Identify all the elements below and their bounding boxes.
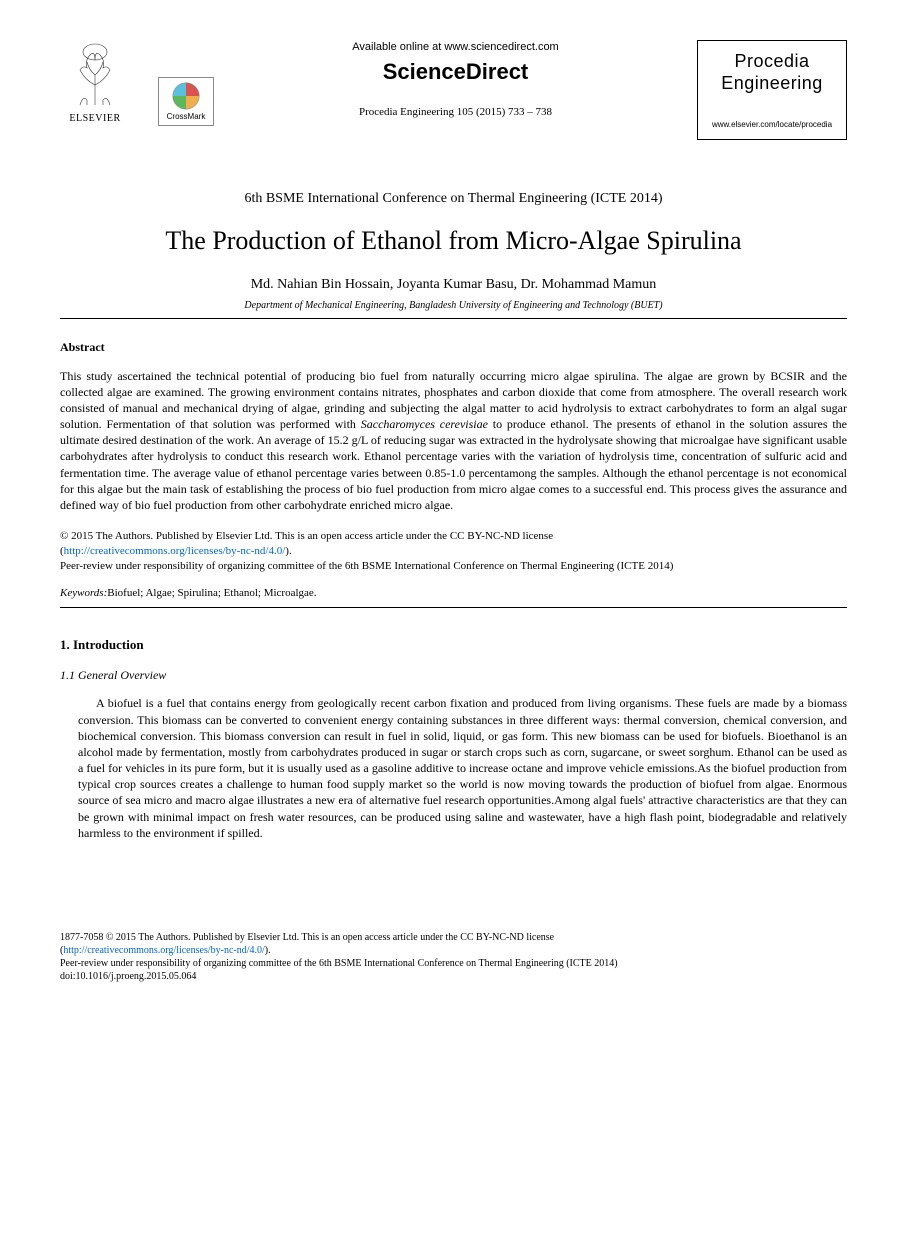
header-center: Available online at www.sciencedirect.co… — [214, 40, 697, 119]
rule-after-keywords — [60, 607, 847, 608]
journal-name-2: Engineering — [721, 73, 823, 93]
abstract-heading: Abstract — [60, 339, 847, 355]
article-title: The Production of Ethanol from Micro-Alg… — [60, 223, 847, 258]
copyright-line2: Peer-review under responsibility of orga… — [60, 559, 847, 574]
crossmark-badge[interactable]: CrossMark — [158, 77, 214, 126]
rule-top — [60, 318, 847, 319]
crossmark-icon — [172, 82, 200, 110]
copyright-license: (http://creativecommons.org/licenses/by-… — [60, 544, 847, 559]
footer-license: (http://creativecommons.org/licenses/by-… — [60, 944, 847, 957]
journal-box: Procedia Engineering www.elsevier.com/lo… — [697, 40, 847, 140]
citation-line: Procedia Engineering 105 (2015) 733 – 73… — [234, 105, 677, 120]
intro-heading: 1. Introduction — [60, 636, 847, 654]
journal-url: www.elsevier.com/locate/procedia — [704, 120, 840, 131]
journal-name-1: Procedia — [734, 51, 809, 71]
keywords-label: Keywords: — [60, 587, 107, 599]
footer-doi: doi:10.1016/j.proeng.2015.05.064 — [60, 970, 847, 983]
footer-line1: 1877-7058 © 2015 The Authors. Published … — [60, 931, 847, 944]
intro-body: A biofuel is a fuel that contains energy… — [78, 695, 847, 841]
footer-license-link[interactable]: http://creativecommons.org/licenses/by-n… — [63, 945, 264, 956]
elsevier-tree-icon — [65, 40, 125, 110]
elsevier-logo: ELSEVIER — [60, 40, 130, 126]
abstract-text: This study ascertained the technical pot… — [60, 368, 847, 514]
affiliation-line: Department of Mechanical Engineering, Ba… — [60, 299, 847, 313]
footer-line2: Peer-review under responsibility of orga… — [60, 957, 847, 970]
license-link[interactable]: http://creativecommons.org/licenses/by-n… — [64, 545, 286, 557]
footer-block: 1877-7058 © 2015 The Authors. Published … — [60, 931, 847, 983]
intro-subheading: 1.1 General Overview — [60, 667, 847, 683]
sciencedirect-logo-text: ScienceDirect — [234, 57, 677, 87]
keywords-line: Keywords:Biofuel; Algae; Spirulina; Etha… — [60, 586, 847, 601]
abstract-post: to produce ethanol. The presents of etha… — [60, 417, 847, 512]
authors-line: Md. Nahian Bin Hossain, Joyanta Kumar Ba… — [60, 276, 847, 295]
copyright-line1: © 2015 The Authors. Published by Elsevie… — [60, 529, 847, 544]
abstract-organism: Saccharomyces cerevisiae — [361, 417, 488, 431]
keywords-values: Biofuel; Algae; Spirulina; Ethanol; Micr… — [107, 587, 316, 599]
journal-name: Procedia Engineering — [704, 51, 840, 94]
elsevier-label: ELSEVIER — [69, 112, 120, 126]
available-online-text: Available online at www.sciencedirect.co… — [234, 40, 677, 55]
header-left: ELSEVIER CrossMark — [60, 40, 214, 126]
copyright-block: © 2015 The Authors. Published by Elsevie… — [60, 529, 847, 574]
crossmark-label: CrossMark — [167, 112, 206, 123]
conference-line: 6th BSME International Conference on The… — [60, 190, 847, 209]
header-row: ELSEVIER CrossMark Available online at w… — [60, 40, 847, 140]
